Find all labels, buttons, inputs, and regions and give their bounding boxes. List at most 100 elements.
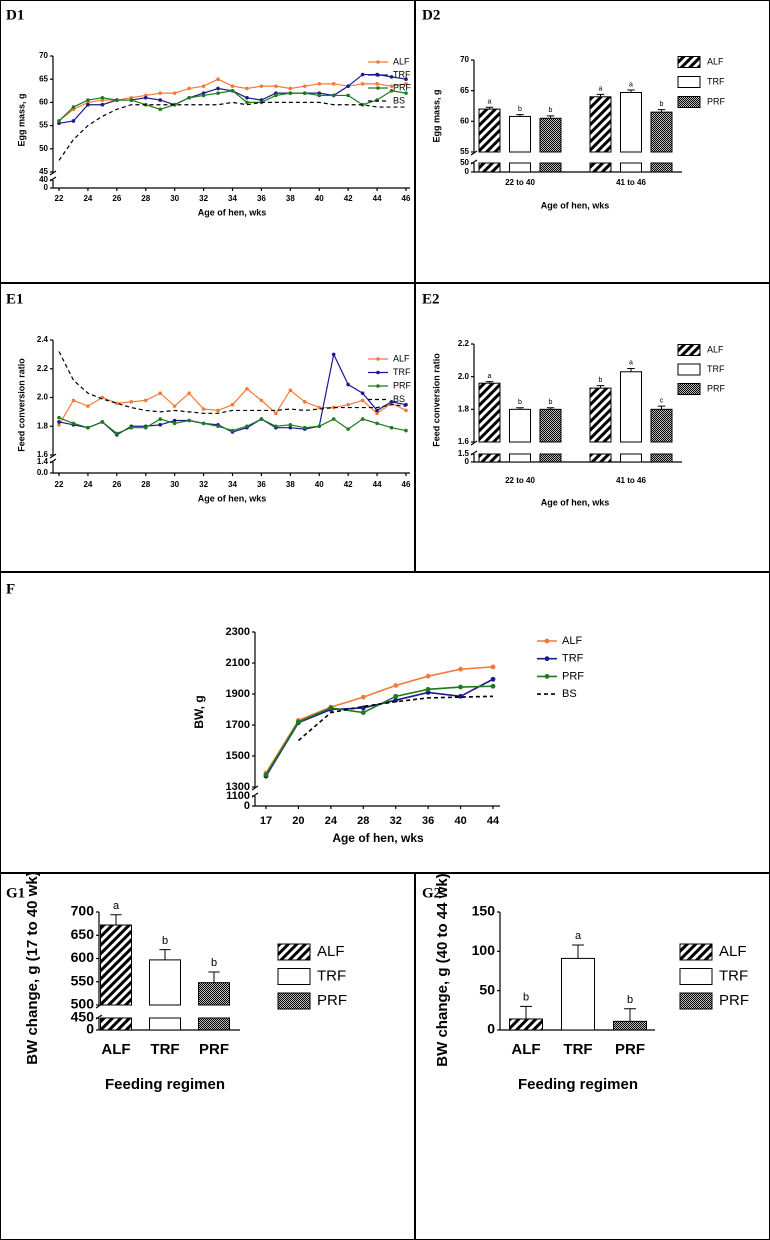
legend-marker (376, 60, 380, 64)
y-tick-label: 50 (479, 981, 495, 997)
data-point (259, 398, 264, 403)
x-tick-label: 36 (257, 480, 266, 489)
legend-swatch (677, 344, 701, 356)
y-axis-label: Feed conversion ratio (431, 353, 441, 447)
significance-letter: a (629, 360, 633, 367)
data-point (389, 84, 394, 88)
bar (198, 1017, 230, 1031)
significance-letter: b (599, 377, 603, 384)
data-point (57, 119, 61, 123)
data-point (86, 425, 90, 430)
data-point (201, 421, 206, 426)
x-tick-label: 36 (257, 194, 266, 203)
y-tick-label: 45 (39, 167, 48, 176)
y-tick-label: 550 (71, 972, 95, 988)
x-tick-label: 24 (83, 480, 92, 489)
y-tick-label: 1500 (226, 750, 250, 762)
data-point (158, 91, 163, 95)
bar (539, 408, 562, 443)
data-point (71, 119, 76, 123)
y-tick-label: 50 (460, 158, 469, 167)
bar (478, 162, 501, 173)
axis-break (470, 150, 478, 156)
legend-label: ALF (393, 56, 410, 66)
data-point (490, 676, 496, 682)
x-tick-label: 44 (373, 480, 382, 489)
error-bar (110, 914, 122, 926)
data-point (404, 77, 408, 81)
x-tick-label: 20 (292, 815, 304, 827)
data-point (360, 417, 365, 421)
data-point (404, 91, 408, 95)
x-tick-label: 38 (286, 480, 295, 489)
significance-letter: b (518, 106, 522, 113)
y-tick-label: 1.5 (458, 449, 470, 458)
data-point (100, 420, 105, 424)
x-tick-label: 32 (199, 194, 208, 203)
data-point (172, 91, 177, 95)
panel-label: F (6, 581, 15, 597)
x-tick-label: 22 to 40 (505, 178, 535, 187)
y-tick-label: 2.0 (37, 393, 49, 402)
data-point (263, 772, 269, 777)
data-point (393, 683, 399, 688)
data-point (143, 398, 148, 403)
x-tick-label: 30 (170, 480, 179, 489)
error-bar (159, 949, 171, 960)
series-line (58, 101, 406, 161)
legend-label: ALF (317, 943, 345, 960)
y-tick-label: 150 (472, 903, 496, 919)
data-point (375, 421, 379, 426)
y-tick-label: 1900 (226, 688, 250, 700)
bar (561, 957, 595, 1031)
y-axis-label: BW change, g (40 to 44 wk) (434, 873, 451, 1066)
y-tick-label: 2300 (226, 626, 250, 638)
data-point (389, 89, 394, 93)
error-bar (208, 971, 220, 983)
legend-marker (376, 370, 380, 375)
x-tick-label: 22 to 40 (505, 476, 535, 485)
x-tick-label: TRF (150, 1041, 179, 1058)
data-point (86, 98, 90, 102)
significance-letter: b (162, 935, 168, 947)
data-point (302, 84, 307, 88)
bar (650, 162, 673, 173)
legend-swatch (677, 76, 701, 88)
legend-swatch (677, 363, 701, 376)
data-point (172, 421, 177, 426)
data-point (71, 421, 76, 426)
legend-label: PRF (393, 82, 412, 92)
data-point (360, 710, 366, 715)
data-point (158, 417, 163, 421)
axis-break (49, 170, 57, 176)
x-tick-label: 17 (260, 815, 272, 827)
data-point (458, 693, 463, 699)
legend-label: PRF (562, 670, 584, 682)
data-point (288, 91, 293, 95)
bar (509, 408, 531, 443)
data-point (245, 100, 249, 105)
data-point (57, 415, 61, 420)
significance-letter: a (113, 900, 120, 912)
x-tick-label: 28 (357, 815, 369, 827)
legend-marker (544, 656, 550, 662)
significance-letter: c (660, 397, 664, 404)
data-point (317, 82, 322, 86)
data-point (274, 93, 278, 98)
axis-break (49, 453, 57, 459)
x-tick-label: ALF (511, 1041, 540, 1058)
legend-marker (544, 638, 550, 644)
data-point (331, 352, 336, 357)
data-point (187, 391, 191, 395)
y-tick-label: 2100 (226, 657, 250, 669)
y-axis-label: BW, g (192, 695, 206, 728)
data-point (158, 98, 163, 102)
legend-marker (376, 357, 380, 361)
y-axis-label: Egg mass, g (431, 89, 441, 142)
data-point (129, 400, 134, 404)
error-bar (516, 407, 524, 410)
panel-label: E2 (422, 291, 440, 307)
legend-marker (544, 674, 550, 679)
data-point (328, 705, 334, 711)
data-point (115, 401, 119, 406)
